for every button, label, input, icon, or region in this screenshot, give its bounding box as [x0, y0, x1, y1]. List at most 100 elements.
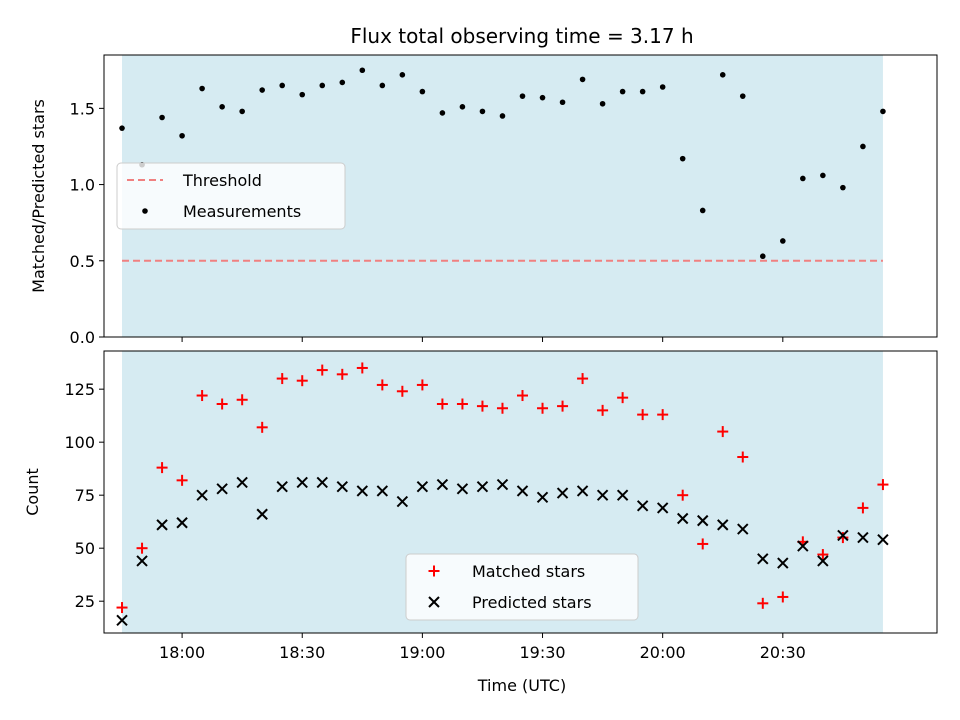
marker-stroke — [857, 531, 869, 544]
marker-stroke — [276, 480, 288, 493]
data-point — [857, 502, 869, 514]
data-point — [416, 379, 428, 391]
marker-stroke — [156, 519, 168, 531]
data-point — [579, 76, 586, 83]
data-point — [739, 93, 746, 99]
data-point — [676, 512, 689, 525]
data-point — [379, 82, 386, 89]
data-point — [476, 480, 489, 493]
marker-stroke — [877, 533, 889, 546]
data-point — [439, 110, 446, 116]
legend-entry: Threshold — [127, 171, 262, 190]
marker-stroke — [136, 555, 148, 567]
y-tick-label: 25 — [75, 592, 95, 611]
legend-label: Threshold — [182, 171, 262, 190]
data-point — [840, 184, 846, 191]
data-point — [196, 489, 208, 501]
marker-stroke — [656, 502, 669, 514]
data-point — [239, 108, 245, 115]
y-axis-label: Matched/Predicted stars — [29, 99, 48, 293]
y-axis-label: Count — [23, 468, 42, 516]
data-point — [376, 379, 388, 391]
marker-stroke — [556, 487, 569, 499]
data-point — [737, 451, 749, 463]
data-point — [256, 421, 268, 433]
plot-frame — [103, 350, 938, 634]
data-point — [559, 99, 566, 106]
x-tick-label: 20:00 — [640, 643, 686, 662]
count-panel: 25 50 75 100 125 18:00 18:30 19:00 19:30 20:00 20:… — [23, 350, 938, 662]
data-point — [877, 479, 889, 491]
marker-stroke — [837, 529, 849, 542]
data-point — [219, 104, 225, 110]
data-point — [499, 113, 506, 119]
marker-stroke — [196, 489, 208, 501]
data-point — [777, 557, 789, 569]
data-point — [659, 84, 666, 90]
data-point — [116, 602, 128, 614]
marker-stroke — [737, 523, 749, 535]
data-point — [557, 400, 569, 412]
marker-stroke — [797, 540, 809, 552]
marker-stroke — [336, 480, 348, 493]
marker-stroke — [596, 489, 609, 501]
data-point — [296, 375, 308, 387]
data-point — [639, 88, 646, 95]
marker-stroke — [316, 476, 328, 489]
marker-stroke — [496, 478, 509, 491]
data-point — [359, 67, 366, 74]
data-point — [837, 532, 849, 544]
data-point — [396, 385, 408, 397]
marker-stroke — [376, 485, 389, 497]
data-point — [216, 398, 228, 410]
data-point — [136, 555, 148, 567]
data-point — [179, 132, 185, 139]
data-point — [597, 404, 609, 416]
x-tick-label: 19:30 — [519, 643, 565, 662]
marker-stroke — [416, 480, 429, 493]
data-point — [316, 476, 328, 489]
data-point — [456, 398, 468, 410]
y-tick-label: 100 — [64, 433, 95, 452]
data-point — [276, 480, 288, 493]
ratio-panel: 0.0 0.5 1.0 1.5 Matched/Predicted stars Thres… — [29, 54, 938, 347]
y-tick-label: 1.0 — [70, 176, 95, 195]
data-point — [356, 485, 369, 497]
marker-stroke — [777, 557, 789, 569]
data-point — [396, 495, 409, 508]
marker-stroke — [436, 478, 449, 491]
data-point — [236, 476, 248, 489]
data-point — [780, 238, 786, 244]
x-tick-label: 19:00 — [399, 643, 445, 662]
marker-stroke — [356, 485, 369, 497]
marker-stroke — [216, 483, 228, 495]
data-point — [817, 555, 829, 567]
data-point — [576, 485, 589, 497]
plot-frame — [103, 54, 938, 338]
x-tick-label: 18:30 — [279, 643, 325, 662]
data-point — [537, 402, 549, 414]
marker-stroke — [396, 495, 409, 508]
series-predicted-stars — [116, 476, 889, 626]
marker-stroke — [236, 476, 248, 489]
data-point — [156, 519, 168, 531]
data-point — [657, 409, 669, 421]
data-point — [276, 373, 288, 385]
data-point — [476, 400, 488, 412]
data-point — [256, 508, 268, 520]
legend-label: Measurements — [183, 202, 301, 221]
marker-stroke — [516, 485, 529, 497]
data-point — [757, 597, 769, 609]
data-point — [616, 489, 629, 501]
data-point — [777, 591, 789, 603]
data-point — [877, 533, 889, 546]
marker-stroke — [476, 480, 489, 493]
data-point — [459, 104, 466, 110]
data-point — [800, 175, 806, 182]
data-point — [577, 373, 589, 385]
data-point — [339, 79, 346, 86]
data-point — [236, 394, 248, 406]
y-tick-label: 75 — [75, 486, 95, 505]
data-point — [436, 398, 448, 410]
marker-stroke — [676, 512, 689, 525]
